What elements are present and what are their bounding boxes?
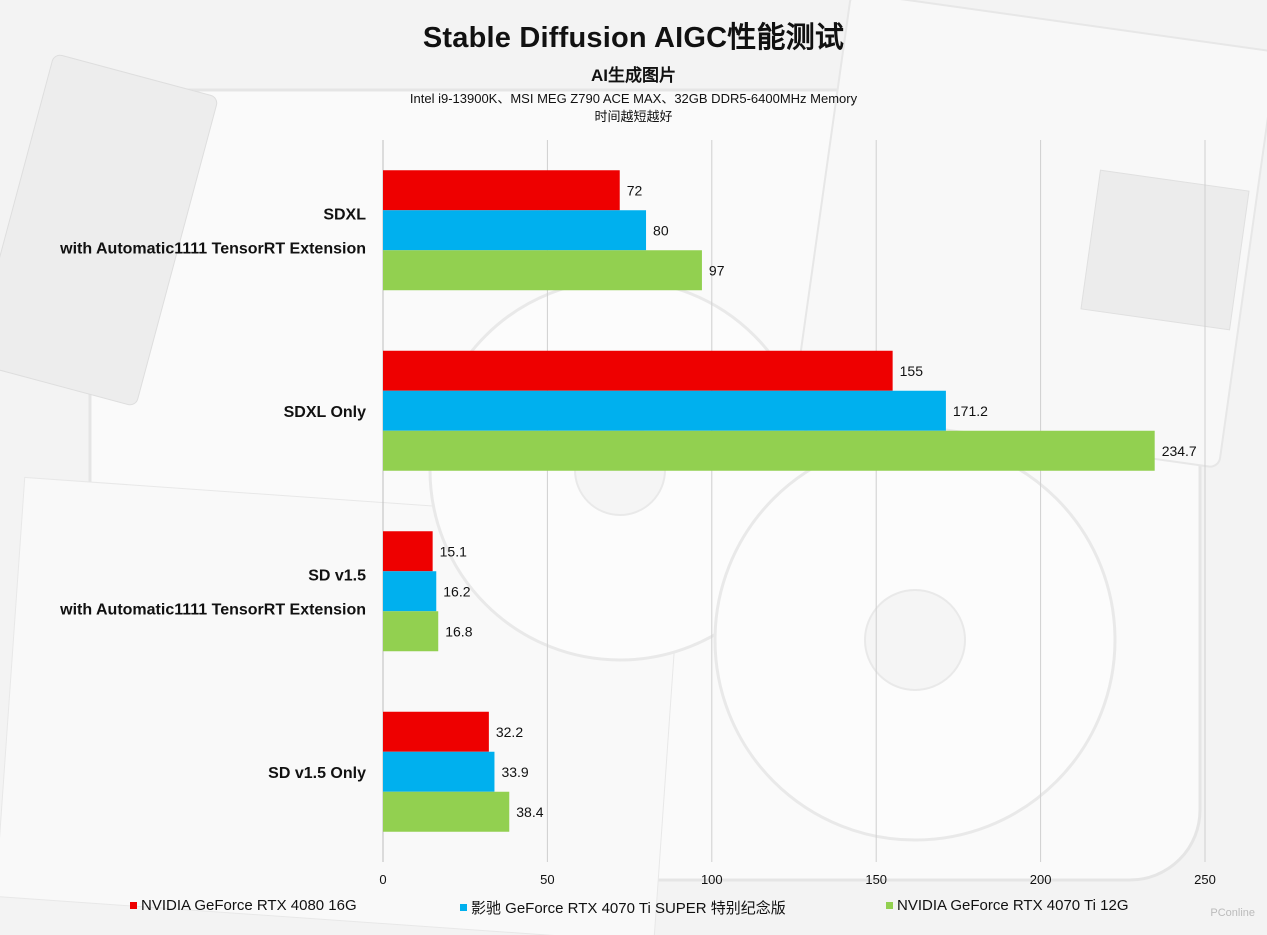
bar-value-label: 97 bbox=[709, 262, 725, 278]
x-tick-label: 250 bbox=[1194, 872, 1216, 887]
x-tick-label: 150 bbox=[865, 872, 887, 887]
bar bbox=[383, 170, 620, 211]
bar-value-label: 171.2 bbox=[953, 403, 988, 419]
x-tick-label: 50 bbox=[540, 872, 554, 887]
category-label: SD v1.5 Only bbox=[268, 765, 366, 782]
legend-item-rtx4070ti: NVIDIA GeForce RTX 4070 Ti 12G bbox=[886, 897, 1129, 914]
x-tick-label: 100 bbox=[701, 872, 723, 887]
bar bbox=[383, 350, 893, 391]
category-label: with Automatic1111 TensorRT Extension bbox=[59, 240, 366, 257]
chart-legend: NVIDIA GeForce RTX 4080 16G 影驰 GeForce R… bbox=[0, 897, 1267, 917]
bar-value-label: 234.7 bbox=[1162, 443, 1197, 459]
legend-swatch-green bbox=[886, 902, 893, 909]
legend-swatch-blue bbox=[460, 904, 467, 911]
x-tick-label: 200 bbox=[1030, 872, 1052, 887]
bar-value-label: 33.9 bbox=[501, 764, 528, 780]
legend-item-rtx4080: NVIDIA GeForce RTX 4080 16G bbox=[130, 897, 357, 914]
bar-value-label: 72 bbox=[627, 182, 643, 198]
bar-value-label: 155 bbox=[900, 363, 924, 379]
bar bbox=[383, 390, 946, 431]
bar bbox=[383, 751, 495, 792]
chart-subtitle: AI生成图片 bbox=[591, 66, 676, 85]
note-line: 时间越短越好 bbox=[594, 109, 673, 124]
bar-value-label: 15.1 bbox=[440, 543, 467, 559]
watermark-logo: PConline bbox=[1210, 907, 1255, 919]
chart-title: Stable Diffusion AIGC性能测试 bbox=[422, 22, 845, 54]
bar-value-label: 80 bbox=[653, 222, 669, 238]
legend-label: NVIDIA GeForce RTX 4080 16G bbox=[141, 897, 357, 914]
bar-value-label: 38.4 bbox=[516, 804, 543, 820]
bar bbox=[383, 531, 433, 572]
bar-value-label: 16.8 bbox=[445, 623, 472, 639]
bar-value-label: 32.2 bbox=[496, 724, 523, 740]
bar bbox=[383, 210, 647, 251]
legend-label: 影驰 GeForce RTX 4070 Ti SUPER 特别纪念版 bbox=[471, 900, 786, 917]
test-config-line: Intel i9-13900K、MSI MEG Z790 ACE MAX、32G… bbox=[409, 91, 858, 106]
bar bbox=[383, 791, 510, 832]
category-label: SDXL Only bbox=[284, 404, 366, 421]
bar bbox=[383, 250, 702, 291]
legend-item-rtx4070ti-super: 影驰 GeForce RTX 4070 Ti SUPER 特别纪念版 bbox=[460, 897, 786, 918]
bar bbox=[383, 611, 439, 652]
bar-value-label: 16.2 bbox=[443, 583, 470, 599]
category-label: SD v1.5 bbox=[308, 567, 366, 584]
legend-label: NVIDIA GeForce RTX 4070 Ti 12G bbox=[897, 897, 1129, 914]
category-label: with Automatic1111 TensorRT Extension bbox=[59, 601, 366, 618]
bar bbox=[383, 430, 1155, 471]
x-tick-label: 0 bbox=[379, 872, 386, 887]
bar bbox=[383, 571, 437, 612]
category-label: SDXL bbox=[323, 206, 366, 223]
legend-swatch-red bbox=[130, 902, 137, 909]
bar bbox=[383, 711, 489, 752]
